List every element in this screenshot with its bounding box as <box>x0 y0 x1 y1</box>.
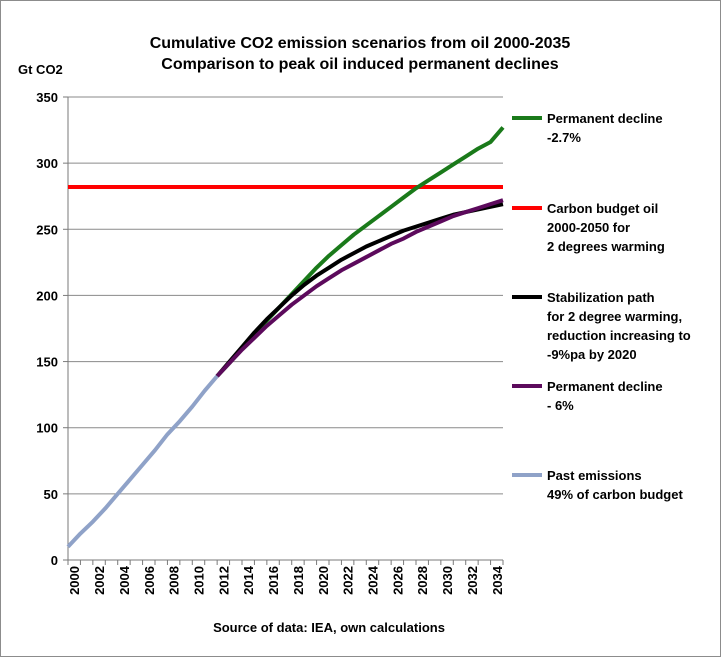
legend-label: Permanent decline <box>547 111 663 126</box>
x-tick-label: 2008 <box>167 566 182 595</box>
x-tick-label: 2026 <box>390 566 405 595</box>
x-tick-label: 2032 <box>465 566 480 595</box>
x-tick-label: 2014 <box>241 565 256 595</box>
legend-label: Past emissions <box>547 468 642 483</box>
legend-item: Carbon budget oil 2000-2050 for 2 degrees … <box>512 201 665 254</box>
legend-label: for 2 degree warming, <box>547 309 682 324</box>
legend-item: Permanent decline - 6% <box>512 379 663 413</box>
grid-lines <box>68 96 503 495</box>
y-tick-label: 350 <box>36 90 58 105</box>
y-tick-label: 250 <box>36 222 58 237</box>
x-tick-label: 2016 <box>266 566 281 595</box>
legend-label: 2 degrees warming <box>547 239 665 254</box>
axes <box>63 96 504 565</box>
x-tick-label: 2012 <box>216 566 231 595</box>
x-tick-label: 2010 <box>192 566 207 595</box>
x-tick-label: 2002 <box>92 566 107 595</box>
legend-item: Stabilization path for 2 degree warming, r… <box>512 290 691 362</box>
x-tick-label: 2024 <box>366 565 381 595</box>
legend-label: Carbon budget oil <box>547 201 658 216</box>
legend-label: 2000-2050 for <box>547 220 630 235</box>
legend-label: 49% of carbon budget <box>547 487 683 502</box>
legend-label: reduction increasing to <box>547 328 691 343</box>
y-tick-label: 0 <box>51 553 58 568</box>
chart-subtitle: Comparison to peak oil induced permanent… <box>161 56 559 73</box>
y-axis-label: Gt CO2 <box>18 62 63 77</box>
y-tick-label: 150 <box>36 355 58 370</box>
legend-item: Permanent decline -2.7% <box>512 111 663 145</box>
y-tick-label: 300 <box>36 156 58 171</box>
series-line-3 <box>215 198 504 378</box>
y-tick-label: 200 <box>36 288 58 303</box>
legend: Permanent decline -2.7% Carbon budget oil 2… <box>512 111 691 502</box>
x-tick-label: 2030 <box>440 566 455 595</box>
legend-item: Past emissions 49% of carbon budget <box>512 468 683 502</box>
x-tick-label: 2018 <box>291 566 306 595</box>
series-line-4 <box>66 374 219 549</box>
x-tick-label: 2022 <box>341 566 356 595</box>
x-tick-label: 2006 <box>142 566 157 595</box>
x-tick-label: 2034 <box>490 565 505 595</box>
y-tick-label: 100 <box>36 421 58 436</box>
legend-label: Stabilization path <box>547 290 655 305</box>
y-tick-label: 50 <box>44 487 58 502</box>
chart-title: Cumulative CO2 emission scenarios from o… <box>150 35 571 52</box>
x-tick-label: 2000 <box>67 566 82 595</box>
x-axis-label: Source of data: IEA, own calculations <box>213 620 445 635</box>
series-lines <box>66 126 505 549</box>
legend-label: - 6% <box>547 398 574 413</box>
legend-label: Permanent decline <box>547 379 663 394</box>
x-tick-label: 2020 <box>316 566 331 595</box>
x-tick-label: 2028 <box>415 566 430 595</box>
x-tick-label: 2004 <box>117 565 132 595</box>
x-tick-labels: 2000 2002 2004 2006 2008 2010 2012 2014 2016 2018… <box>67 565 505 595</box>
legend-label: -2.7% <box>547 130 581 145</box>
y-tick-labels: 0 50 100 150 200 250 300 350 <box>36 90 58 568</box>
legend-label: -9%pa by 2020 <box>547 347 637 362</box>
